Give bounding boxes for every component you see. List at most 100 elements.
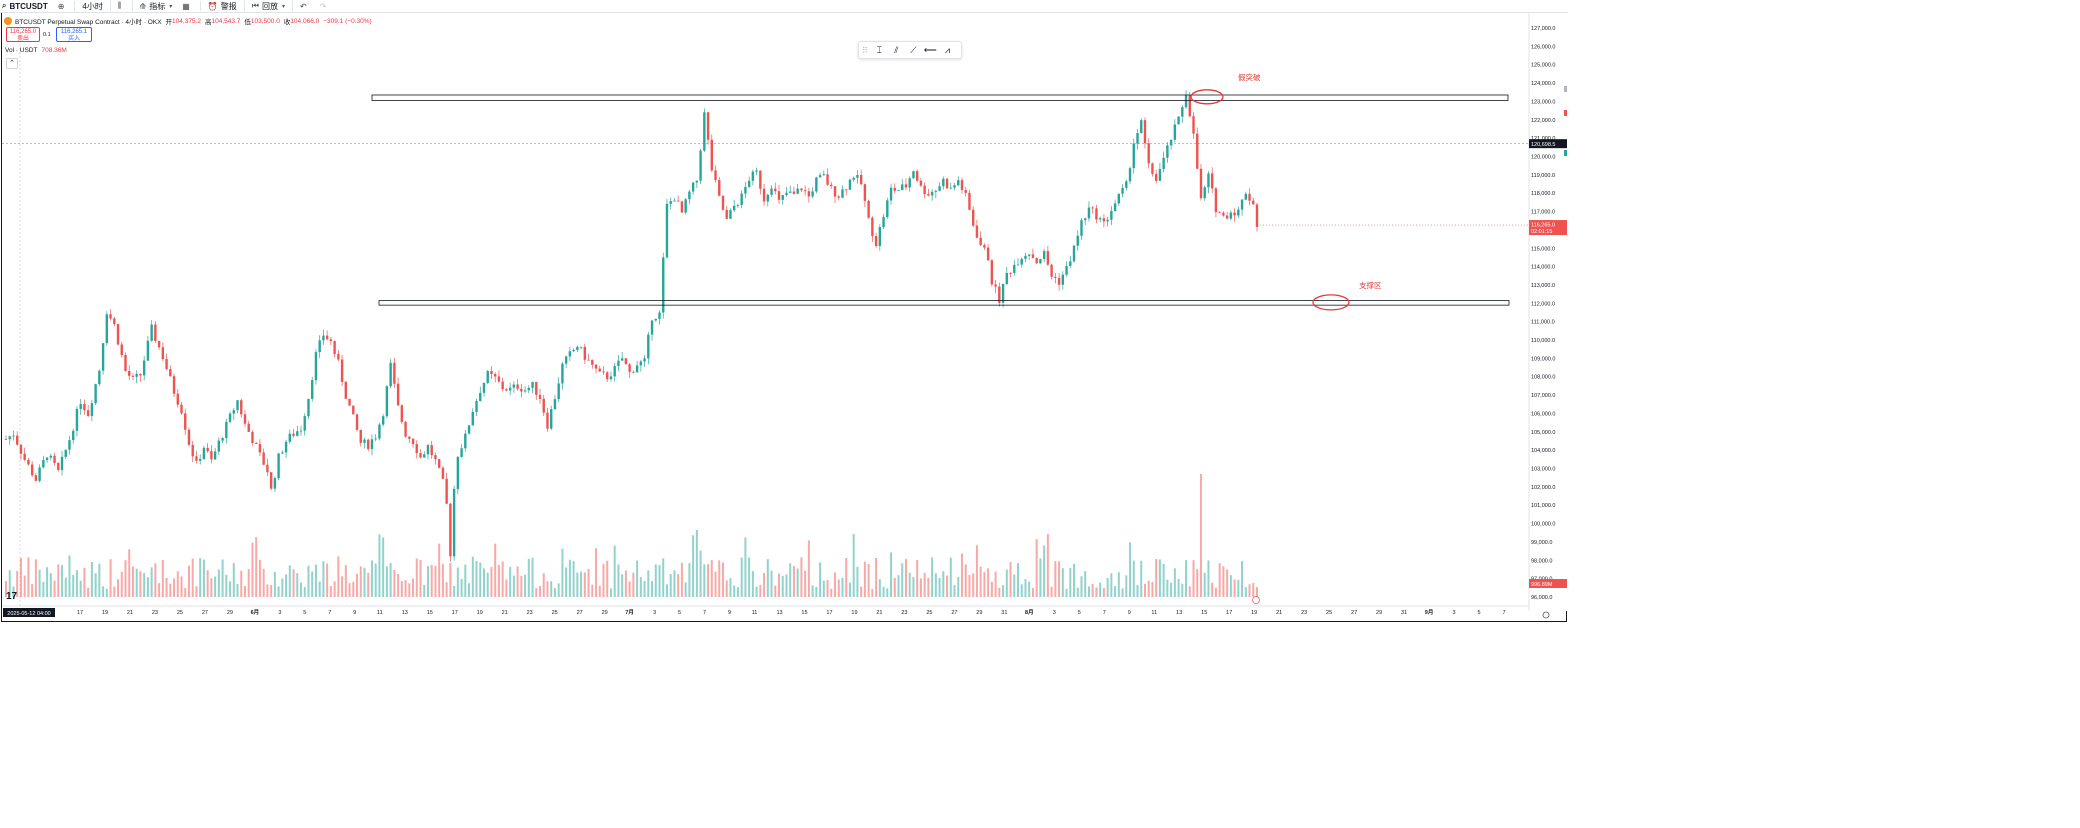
volume-bar (1102, 588, 1105, 597)
volume-bar (707, 564, 710, 597)
volume-bar (912, 577, 915, 597)
volume-bar (1185, 560, 1188, 597)
volume-bar (1110, 573, 1113, 597)
horizontal-line-icon[interactable]: ⟵ (923, 44, 937, 55)
volume-bar (942, 571, 945, 597)
alert-label: 警报 (220, 1, 237, 11)
candle-body (4, 439, 8, 440)
volume-bar (863, 561, 866, 597)
candle-body (426, 445, 430, 455)
volume-bar (878, 579, 881, 597)
candle-body (1024, 255, 1027, 259)
volume-bar (718, 560, 721, 597)
path-icon[interactable]: ⩘ (944, 44, 950, 55)
volume-bar (5, 581, 7, 597)
sell-button[interactable]: 116,265.0 卖出 (6, 27, 40, 42)
volume-bar (453, 585, 456, 597)
brush-icon[interactable]: ⫽ (894, 44, 899, 55)
candle-body (945, 178, 949, 189)
volume-bar (64, 577, 67, 597)
candle-body (572, 349, 575, 352)
alert-button[interactable]: ⏰ 警报 (203, 0, 242, 12)
candle-body (886, 200, 889, 218)
candle-body (1252, 200, 1255, 205)
y-tick-label: 115,000.0 (1531, 246, 1555, 252)
candle-body (1110, 211, 1113, 220)
volume-bar (1091, 583, 1094, 597)
volume-bar (1233, 579, 1236, 597)
candle-body (139, 373, 142, 376)
candle-body (538, 394, 542, 399)
volume-bar (1028, 581, 1031, 597)
volume-bar (1076, 587, 1079, 597)
candle-body (680, 201, 684, 213)
volume-bar (714, 571, 717, 597)
volume-bar (374, 563, 377, 597)
volume-bar (834, 572, 837, 597)
volume-bar (692, 535, 695, 597)
volume-bar (968, 574, 971, 597)
compare-button[interactable]: ⊕ (53, 0, 73, 12)
candle-body (206, 447, 209, 452)
candle-body (437, 459, 441, 468)
candle-body (337, 353, 340, 360)
chart-canvas[interactable]: 96,000.097,000.098,000.099,000.0100,000.… (0, 0, 1568, 624)
drag-handle-icon[interactable]: ⠿ (862, 45, 868, 55)
volume-bar (639, 577, 642, 597)
volume-bar (258, 559, 261, 597)
undo-button[interactable]: ↶ (295, 0, 315, 12)
replay-button[interactable]: ⏮ 回放 ▾ (247, 0, 290, 12)
text-icon[interactable]: ⌶ (876, 44, 883, 55)
candle-body (1255, 204, 1259, 227)
volume-bar (628, 581, 631, 597)
volume-bar (255, 537, 258, 597)
candle-body (1222, 212, 1225, 216)
buy-button[interactable]: 116,265.1 买入 (56, 27, 92, 42)
x-tick-label: 21 (876, 610, 882, 616)
candle-body (493, 373, 497, 377)
candle-body (411, 438, 415, 445)
volume-bar (535, 588, 538, 597)
candle-body (232, 410, 235, 414)
volume-bar (598, 585, 601, 597)
volume-bar (617, 564, 620, 597)
indicators-button[interactable]: ⟰ 指标 ▾ (135, 0, 178, 12)
volume-bar (759, 584, 762, 597)
volume-bar (1080, 576, 1083, 597)
volume-bar (497, 564, 500, 597)
volume-bar (1084, 571, 1087, 597)
layouts-button[interactable]: ▦ (177, 0, 198, 12)
chart-type-button[interactable]: ⫼ (113, 0, 130, 12)
volume-bar (1207, 560, 1210, 597)
last-price-label: 116,265.0 (1531, 223, 1555, 229)
volume-bar (1218, 563, 1221, 597)
symbol-search[interactable]: ⌕ BTCUSDT (0, 0, 53, 12)
redo-button[interactable]: ↷ (315, 0, 335, 12)
volume-bar (987, 568, 990, 597)
volume-bar (232, 562, 235, 597)
volume-bar (568, 559, 571, 597)
y-tick-label: 103,000.0 (1531, 467, 1555, 473)
volume-bar (733, 585, 736, 597)
volume-bar (471, 556, 474, 597)
volume-bar (1140, 560, 1143, 597)
candle-body (609, 376, 613, 380)
volume-bar (240, 570, 243, 597)
collapse-legend-button[interactable]: ⌃ (6, 58, 18, 69)
volume-bar (397, 573, 400, 597)
candle-body (1177, 116, 1180, 125)
legend-low-label: 低 (244, 19, 251, 26)
candle-body (393, 362, 396, 384)
volume-bar (128, 549, 131, 597)
volume-bar (285, 574, 288, 597)
interval-button[interactable]: 4小时 (77, 0, 107, 12)
volume-bar (516, 566, 519, 597)
candle-body (867, 200, 870, 218)
x-tick-label: 27 (202, 610, 208, 616)
candle-body (587, 359, 590, 361)
volume-bar (180, 576, 183, 597)
trend-line-icon[interactable]: ⟋ (910, 44, 917, 55)
candle-body (1102, 218, 1106, 222)
y-tick-label: 109,000.0 (1531, 356, 1555, 362)
x-start-label: 2025-05-12 04:00 (7, 611, 50, 617)
